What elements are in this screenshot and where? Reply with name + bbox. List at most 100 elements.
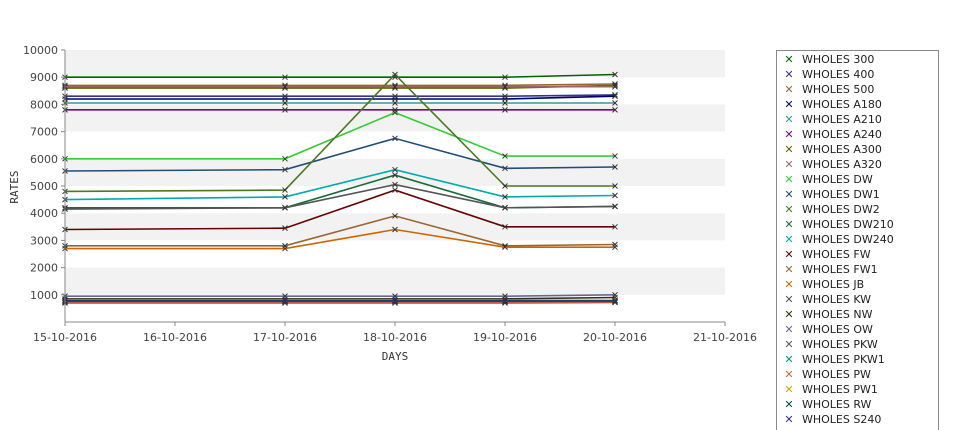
legend-item: ✕ WHOLES DW240 xyxy=(777,232,937,247)
grid-band xyxy=(65,132,725,159)
legend-label: WHOLES PW1 xyxy=(802,382,878,397)
x-tick-label: 20-10-2016 xyxy=(583,331,647,344)
legend-label: WHOLES RW xyxy=(802,397,871,412)
x-tick-label: 16-10-2016 xyxy=(143,331,207,344)
y-axis-title: RATES xyxy=(8,170,21,203)
legend-marker-icon: ✕ xyxy=(781,322,797,337)
legend-marker-icon: ✕ xyxy=(781,67,797,82)
legend-item: ✕ WHOLES A300 xyxy=(777,142,937,157)
x-tick-label: 21-10-2016 xyxy=(693,331,757,344)
legend-marker-icon: ✕ xyxy=(781,262,797,277)
legend-marker-icon: ✕ xyxy=(781,172,797,187)
legend-label: WHOLES A210 xyxy=(802,112,882,127)
legend-marker-icon: ✕ xyxy=(781,352,797,367)
x-tick-label: 19-10-2016 xyxy=(473,331,537,344)
legend-item: ✕ WHOLES PKW xyxy=(777,337,937,352)
x-tick-label: 17-10-2016 xyxy=(253,331,317,344)
legend-marker-icon: ✕ xyxy=(781,202,797,217)
legend-item: ✕ WHOLES A240 xyxy=(777,127,937,142)
legend-label: WHOLES OW xyxy=(802,322,873,337)
grid-band xyxy=(65,268,725,295)
legend-item: ✕ WHOLES DW1 xyxy=(777,187,937,202)
legend-label: WHOLES PKW1 xyxy=(802,352,885,367)
legend-label: WHOLES A240 xyxy=(802,127,882,142)
legend-item: ✕ WHOLES PKW1 xyxy=(777,352,937,367)
legend-marker-icon: ✕ xyxy=(781,52,797,67)
grid-band xyxy=(65,104,725,131)
legend-marker-icon: ✕ xyxy=(781,247,797,262)
legend-label: WHOLES KW xyxy=(802,292,871,307)
legend-marker-icon: ✕ xyxy=(781,82,797,97)
grid-band xyxy=(65,50,725,77)
legend-marker-icon: ✕ xyxy=(781,217,797,232)
legend-item: ✕ WHOLES S240 xyxy=(777,412,937,427)
x-tick-label: 15-10-2016 xyxy=(33,331,97,344)
legend-item: ✕ WHOLES JB xyxy=(777,277,937,292)
legend-item: ✕ WHOLES A180 xyxy=(777,97,937,112)
legend-label: WHOLES FW1 xyxy=(802,262,878,277)
legend-marker-icon: ✕ xyxy=(781,142,797,157)
legend-item: ✕ WHOLES RW xyxy=(777,397,937,412)
x-tick-label: 18-10-2016 xyxy=(363,331,427,344)
legend-marker-icon: ✕ xyxy=(781,307,797,322)
legend-marker-icon: ✕ xyxy=(781,382,797,397)
legend-marker-icon: ✕ xyxy=(781,277,797,292)
legend-item: ✕ WHOLES FW xyxy=(777,247,937,262)
legend-item: ✕ WHOLES DW xyxy=(777,172,937,187)
legend-marker-icon: ✕ xyxy=(781,127,797,142)
y-tick-label: 9000 xyxy=(30,71,58,84)
legend-label: WHOLES 300 xyxy=(802,52,874,67)
y-tick-label: 1000 xyxy=(30,289,58,302)
grid-band xyxy=(65,240,725,267)
legend-item: ✕ WHOLES A320 xyxy=(777,157,937,172)
legend-label: WHOLES DW1 xyxy=(802,187,880,202)
grid-band xyxy=(65,159,725,186)
grid-band xyxy=(65,77,725,104)
legend-label: WHOLES NW xyxy=(802,307,872,322)
legend-item: ✕WHOLES DW210 xyxy=(777,217,937,232)
y-tick-label: 4000 xyxy=(30,207,58,220)
legend-label: WHOLES S240 xyxy=(802,412,881,427)
legend-item: ✕ WHOLES OW xyxy=(777,322,937,337)
legend-label: WHOLES DW240 xyxy=(802,232,894,247)
legend-item: ✕ WHOLES PW1 xyxy=(777,382,937,397)
legend-label: WHOLES DW2 xyxy=(802,202,880,217)
legend-label: WHOLES DW xyxy=(802,172,873,187)
legend-item: ✕ WHOLES FW1 xyxy=(777,262,937,277)
grid-bands xyxy=(65,50,725,322)
y-tick-label: 6000 xyxy=(30,153,58,166)
legend-item: ✕ WHOLES PW xyxy=(777,367,937,382)
legend-label: WHOLES JB xyxy=(802,277,864,292)
legend-label: WHOLES A300 xyxy=(802,142,882,157)
legend-item: ✕ WHOLES NW xyxy=(777,307,937,322)
legend-marker-icon: ✕ xyxy=(781,292,797,307)
legend-marker-icon: ✕ xyxy=(781,337,797,352)
legend-item: ✕ WHOLES 300 xyxy=(777,52,937,67)
legend-item: ✕ WHOLES KW xyxy=(777,292,937,307)
legend-marker-icon: ✕ xyxy=(781,112,797,127)
legend-marker-icon: ✕ xyxy=(781,97,797,112)
legend-marker-icon: ✕ xyxy=(781,187,797,202)
legend-marker-icon: ✕ xyxy=(781,157,797,172)
legend: ✕WHOLES 300✕WHOLES 400✕WHOLES 500✕WHOLES… xyxy=(776,50,939,430)
grid-band xyxy=(65,213,725,240)
y-tick-label: 5000 xyxy=(30,180,58,193)
legend-label: WHOLES 500 xyxy=(802,82,874,97)
y-tick-labels: 1000200030004000500060007000800090001000… xyxy=(23,44,58,302)
legend-item: ✕ WHOLES A210 xyxy=(777,112,937,127)
legend-label: WHOLES FW xyxy=(802,247,871,262)
legend-label: WHOLES PKW xyxy=(802,337,878,352)
legend-marker-icon: ✕ xyxy=(781,397,797,412)
y-tick-label: 8000 xyxy=(30,98,58,111)
x-axis-title: DAYS xyxy=(382,350,409,363)
legend-item: ✕ WHOLES DW2 xyxy=(777,202,937,217)
legend-label: WHOLES 400 xyxy=(802,67,874,82)
legend-marker-icon: ✕ xyxy=(781,367,797,382)
legend-marker-icon: ✕ xyxy=(781,412,797,427)
legend-label: WHOLES A180 xyxy=(802,97,882,112)
x-tick-labels: 15-10-2016 16-10-2016 17-10-2016 18-10-2016… xyxy=(33,331,757,344)
y-tick-label: 10000 xyxy=(23,44,58,57)
legend-label: WHOLES PW xyxy=(802,367,871,382)
legend-marker-icon: ✕ xyxy=(781,232,797,247)
legend-label: WHOLES A320 xyxy=(802,157,882,172)
